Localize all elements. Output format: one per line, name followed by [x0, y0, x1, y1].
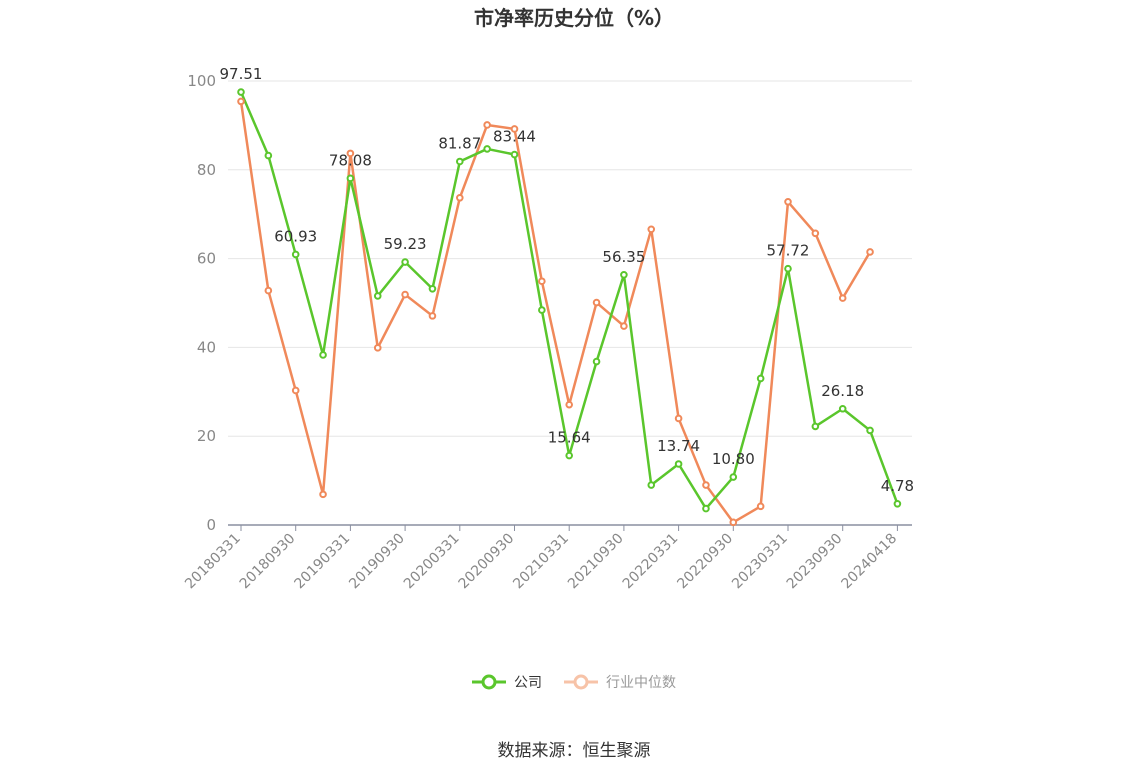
data-labels: 97.51 60.93 78.08 59.23 81.87 83.44 15.64 56.35… — [220, 65, 915, 495]
legend-item-company[interactable]: 公司 — [472, 672, 542, 692]
data-point — [866, 426, 874, 435]
data-point — [401, 258, 409, 266]
data-point — [838, 404, 847, 413]
data-label: 10.80 — [712, 450, 755, 468]
x-tick-label: 20200331 — [401, 531, 463, 593]
data-point — [647, 225, 656, 234]
legend: 公司 行业中位数 — [0, 672, 1148, 692]
x-tick-label: 20190930 — [346, 531, 408, 593]
y-tick-label: 80 — [197, 161, 216, 179]
legend-item-industry[interactable]: 行业中位数 — [564, 672, 676, 692]
data-point — [483, 121, 491, 129]
data-point — [346, 149, 355, 158]
data-point — [264, 286, 273, 295]
data-label: 15.64 — [548, 429, 591, 447]
x-tick-label: 20180930 — [237, 531, 299, 593]
data-point — [538, 306, 546, 314]
data-point — [428, 312, 437, 320]
x-tick-label: 20210930 — [565, 531, 627, 593]
data-label: 59.23 — [384, 235, 427, 253]
data-label: 4.78 — [881, 477, 914, 495]
x-tick-label: 20240418 — [839, 531, 901, 593]
data-point — [237, 97, 245, 106]
data-label: 83.44 — [493, 128, 536, 146]
data-label: 81.87 — [438, 134, 481, 152]
data-point — [401, 290, 409, 299]
data-point — [674, 460, 683, 468]
y-tick-label: 60 — [197, 250, 216, 268]
data-point — [592, 298, 601, 307]
data-point — [620, 271, 628, 279]
data-point — [373, 292, 382, 300]
data-point — [729, 473, 738, 481]
data-point — [756, 374, 765, 383]
data-label: 78.08 — [329, 151, 372, 169]
data-point — [237, 88, 245, 96]
data-point — [291, 250, 300, 259]
y-tick-label: 100 — [187, 72, 216, 90]
y-tick-label: 0 — [206, 516, 216, 534]
source-note: 数据来源：恒生聚源 — [497, 741, 651, 761]
legend-label-industry: 行业中位数 — [606, 675, 676, 691]
data-point — [346, 174, 355, 183]
x-tick-label: 20180331 — [182, 531, 244, 593]
data-point — [483, 145, 491, 153]
data-point — [510, 125, 519, 133]
data-point — [866, 248, 874, 256]
x-tick-label: 20210331 — [510, 531, 572, 593]
y-axis-ticks: 0 20 40 60 80 100 — [187, 72, 216, 534]
x-tick-label: 20190331 — [292, 531, 354, 593]
data-point — [510, 150, 519, 159]
x-tick-label: 20230331 — [729, 531, 791, 593]
data-point — [565, 451, 574, 460]
data-point — [538, 277, 546, 286]
legend-label-company: 公司 — [514, 675, 542, 691]
y-tick-label: 20 — [197, 427, 216, 445]
data-point — [620, 322, 628, 330]
x-tick-label: 20230930 — [784, 531, 846, 593]
data-point — [811, 229, 820, 238]
data-point — [456, 157, 464, 166]
data-point — [702, 504, 710, 513]
data-point — [592, 357, 601, 366]
data-point — [784, 197, 792, 206]
data-label: 13.74 — [657, 437, 700, 455]
data-point — [893, 499, 902, 508]
chart-title: 市净率历史分位（%） — [473, 6, 675, 30]
data-point — [565, 400, 574, 409]
data-point — [729, 518, 738, 527]
data-point — [456, 193, 464, 202]
data-label: 60.93 — [274, 227, 317, 245]
data-point — [319, 351, 327, 359]
x-axis: 2018033120180930201903312019093020200331… — [182, 524, 912, 593]
x-tick-label: 20200930 — [456, 531, 518, 593]
data-label: 56.35 — [602, 248, 645, 266]
data-point — [264, 151, 273, 160]
data-point — [838, 294, 847, 302]
data-point — [784, 264, 792, 273]
data-point — [291, 386, 300, 395]
x-tick-label: 20220331 — [620, 531, 682, 593]
data-label: 57.72 — [767, 242, 810, 260]
legend-line-circle-icon — [564, 674, 598, 690]
data-point — [702, 481, 710, 489]
data-point — [373, 344, 382, 352]
data-point — [674, 414, 683, 423]
data-point — [428, 284, 437, 293]
data-label: 97.51 — [220, 65, 263, 83]
data-point — [811, 422, 820, 431]
legend-line-circle-icon — [472, 674, 506, 690]
data-points — [237, 88, 902, 527]
data-point — [319, 490, 327, 499]
y-tick-label: 40 — [197, 338, 216, 356]
data-label: 26.18 — [821, 382, 864, 400]
data-point — [756, 502, 765, 511]
x-tick-label: 20220930 — [674, 531, 736, 593]
data-point — [647, 481, 656, 489]
